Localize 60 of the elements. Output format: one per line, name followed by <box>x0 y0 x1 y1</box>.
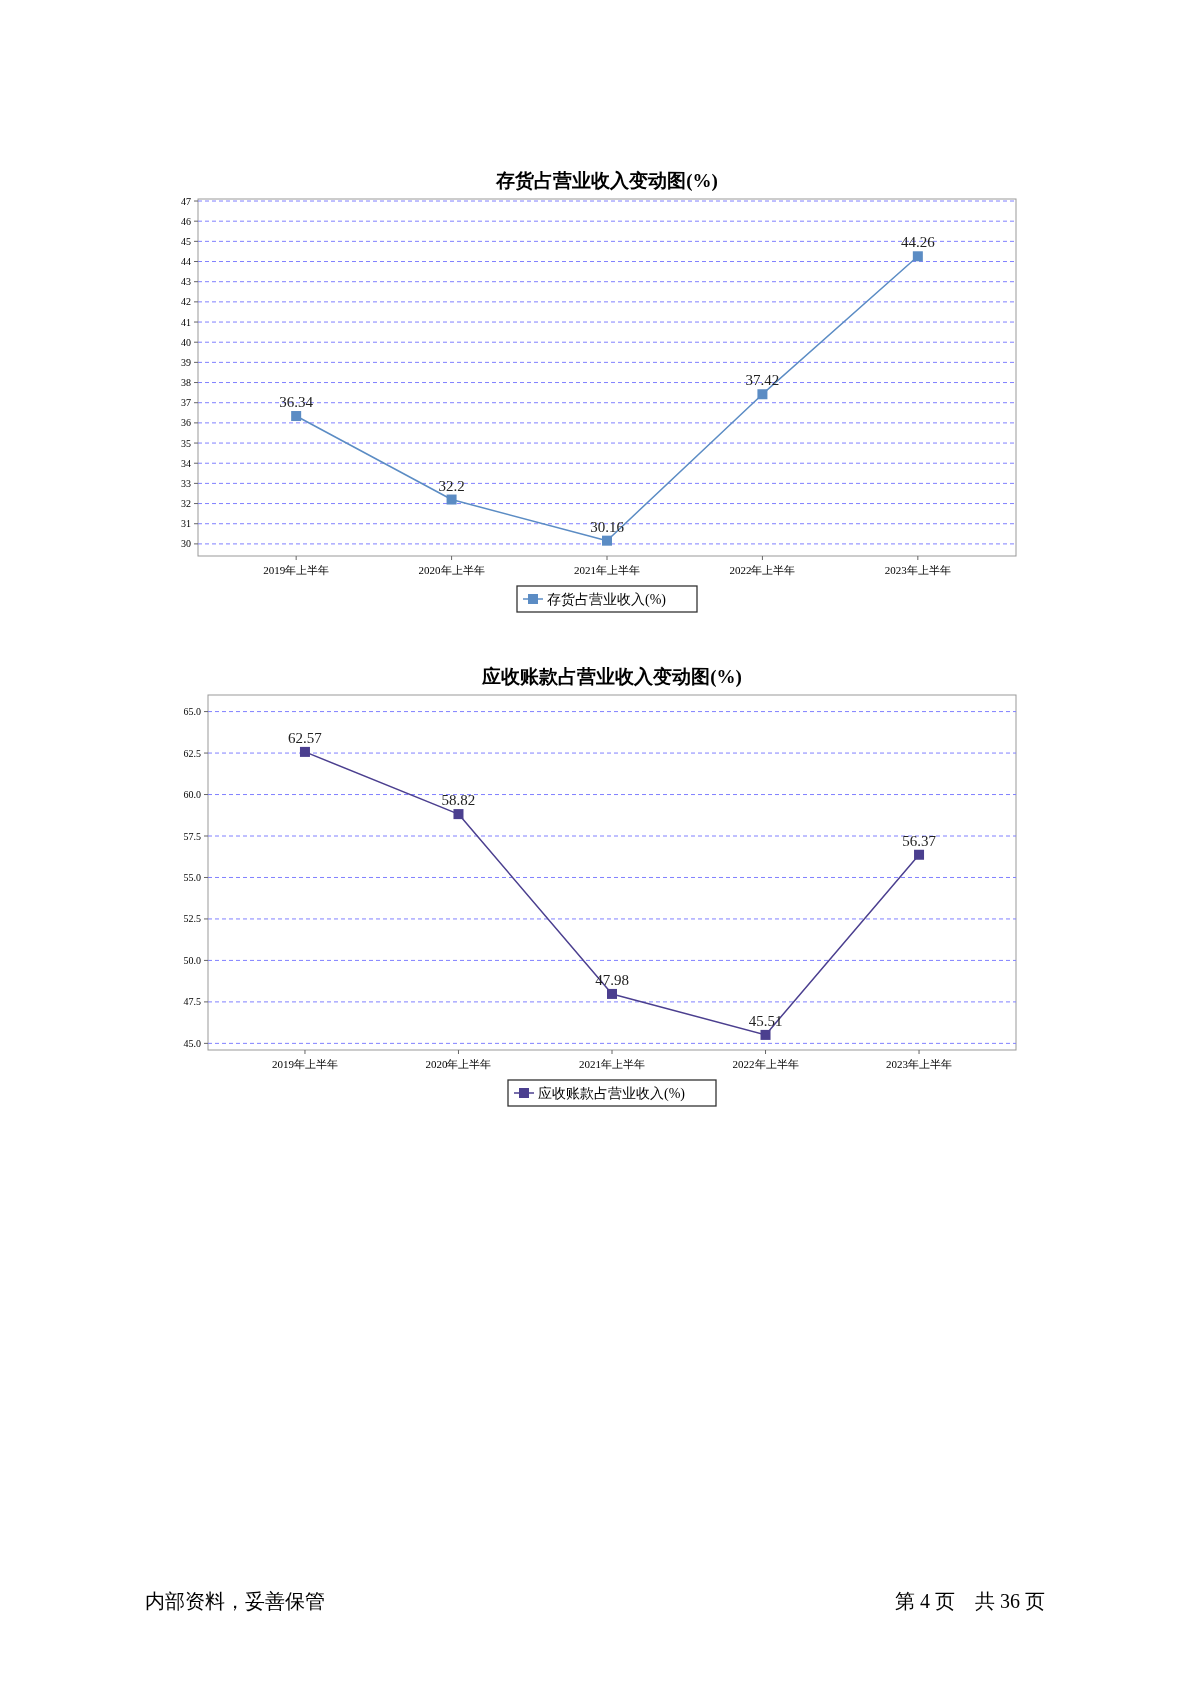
text: 内部资料，妥善保管 <box>145 1590 325 1612</box>
x-tick-label: 2022年上半年 <box>732 1058 799 1070</box>
x-tick-label: 2022年上半年 <box>729 564 796 576</box>
x-tick-label: 2019年上半年 <box>263 564 330 576</box>
point <box>914 849 925 860</box>
y-tick-label: 47.5 <box>183 996 201 1008</box>
y-tick-label: 31 <box>181 518 191 530</box>
y-tick-label: 34 <box>181 457 191 469</box>
y-tick-label: 47 <box>181 195 191 207</box>
y-tick-label: 45.0 <box>183 1037 201 1049</box>
x-tick-label: 2021年上半年 <box>579 1058 645 1070</box>
y-tick-label: 40 <box>181 336 191 348</box>
y-tick-label: 57.5 <box>183 830 201 842</box>
point <box>607 988 617 999</box>
point <box>912 251 923 262</box>
chart-title: 存货占营业收入变动图(%) <box>495 170 718 192</box>
x-tick-label: 2023年上半年 <box>886 1058 953 1070</box>
x-tick-label: 2020年上半年 <box>425 1058 492 1070</box>
data-label: 58.82 <box>441 792 476 809</box>
y-tick-label: 37 <box>181 397 191 409</box>
x-tick-label: 2019年上半年 <box>271 1058 338 1070</box>
x-tick-label: 2021年上半年 <box>574 564 640 576</box>
point <box>299 746 310 757</box>
y-tick-label: 46 <box>181 215 191 227</box>
chart-title: 应收账款占营业收入变动图(%) <box>481 666 742 688</box>
y-tick-label: 39 <box>181 356 191 368</box>
y-tick-label: 60.0 <box>183 789 201 801</box>
y-tick-label: 50.0 <box>183 954 201 966</box>
y-tick-label: 62.5 <box>183 747 201 759</box>
point <box>291 411 302 422</box>
y-tick-label: 36 <box>181 417 191 429</box>
text: 第 4 页 共 36 页 <box>895 1590 1045 1612</box>
x-tick-label: 2020年上半年 <box>418 564 485 576</box>
data-label: 30.16 <box>590 518 625 535</box>
y-tick-label: 35 <box>181 437 191 449</box>
point <box>602 535 612 546</box>
y-tick-label: 33 <box>181 477 191 489</box>
y-tick-label: 42 <box>181 296 191 308</box>
point <box>760 1029 771 1040</box>
y-tick-label: 32 <box>181 498 191 510</box>
y-tick-label: 44 <box>181 256 191 268</box>
point <box>757 389 768 400</box>
data-label: 32.2 <box>438 477 465 494</box>
y-tick-label: 45 <box>181 235 191 247</box>
point <box>446 494 457 505</box>
y-tick-label: 41 <box>181 316 191 328</box>
y-tick-label: 30 <box>181 538 191 550</box>
y-tick-label: 65.0 <box>183 706 201 718</box>
y-tick-label: 55.0 <box>183 871 201 883</box>
y-tick-label: 38 <box>181 377 191 389</box>
data-label: 44.26 <box>900 234 936 251</box>
data-label: 56.37 <box>902 832 937 849</box>
legend-label: 应收账款占营业收入(%) <box>538 1086 686 1102</box>
x-tick-label: 2023年上半年 <box>884 564 951 576</box>
y-tick-label: 43 <box>181 276 191 288</box>
legend-label: 存货占营业收入(%) <box>547 592 667 608</box>
data-label: 62.57 <box>288 729 323 746</box>
data-label: 36.34 <box>279 394 314 411</box>
y-tick-label: 52.5 <box>183 913 201 925</box>
point <box>453 809 464 820</box>
